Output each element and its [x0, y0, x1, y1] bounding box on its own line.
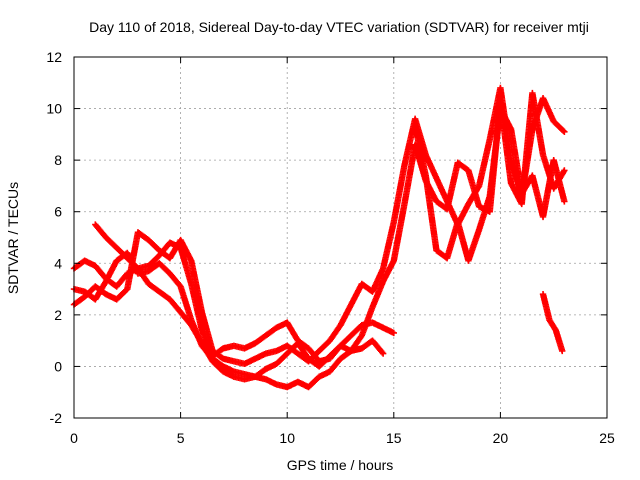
data-point — [561, 128, 568, 135]
data-points — [70, 84, 568, 391]
data-point — [379, 350, 387, 357]
y-axis-ticks: -2 0 2 4 6 8 10 12 — [46, 49, 607, 426]
plot-frame — [73, 56, 608, 419]
series-track-1 — [70, 239, 387, 365]
x-tick-label: 5 — [177, 430, 185, 446]
y-tick-label: 2 — [54, 307, 62, 323]
y-tick-label: 0 — [54, 358, 62, 374]
x-tick-label: 20 — [493, 430, 509, 446]
y-axis-label: SDTVAR / TECUs — [5, 182, 21, 294]
x-tick-label: 10 — [279, 430, 295, 446]
data-point — [561, 167, 568, 174]
x-axis-ticks: 0 5 10 15 20 25 — [70, 57, 615, 446]
y-tick-label: 12 — [46, 49, 62, 65]
y-tick-label: -2 — [50, 410, 63, 426]
series-track-6 — [539, 291, 566, 355]
data-point — [560, 127, 567, 134]
data-point — [378, 349, 386, 356]
data-point — [559, 347, 566, 355]
x-tick-label: 0 — [70, 430, 78, 446]
y-tick-label: 6 — [54, 204, 62, 220]
y-tick-label: 10 — [46, 101, 62, 117]
x-tick-label: 15 — [386, 430, 402, 446]
data-point — [390, 329, 397, 337]
series-track-5 — [411, 105, 568, 264]
x-tick-label: 25 — [599, 430, 615, 446]
x-axis-label: GPS time / hours — [287, 457, 394, 473]
data-point — [561, 198, 568, 205]
y-tick-label: 8 — [54, 152, 62, 168]
chart-title: Day 110 of 2018, Sidereal Day-to-day VTE… — [89, 19, 589, 35]
y-tick-label: 4 — [54, 255, 62, 271]
